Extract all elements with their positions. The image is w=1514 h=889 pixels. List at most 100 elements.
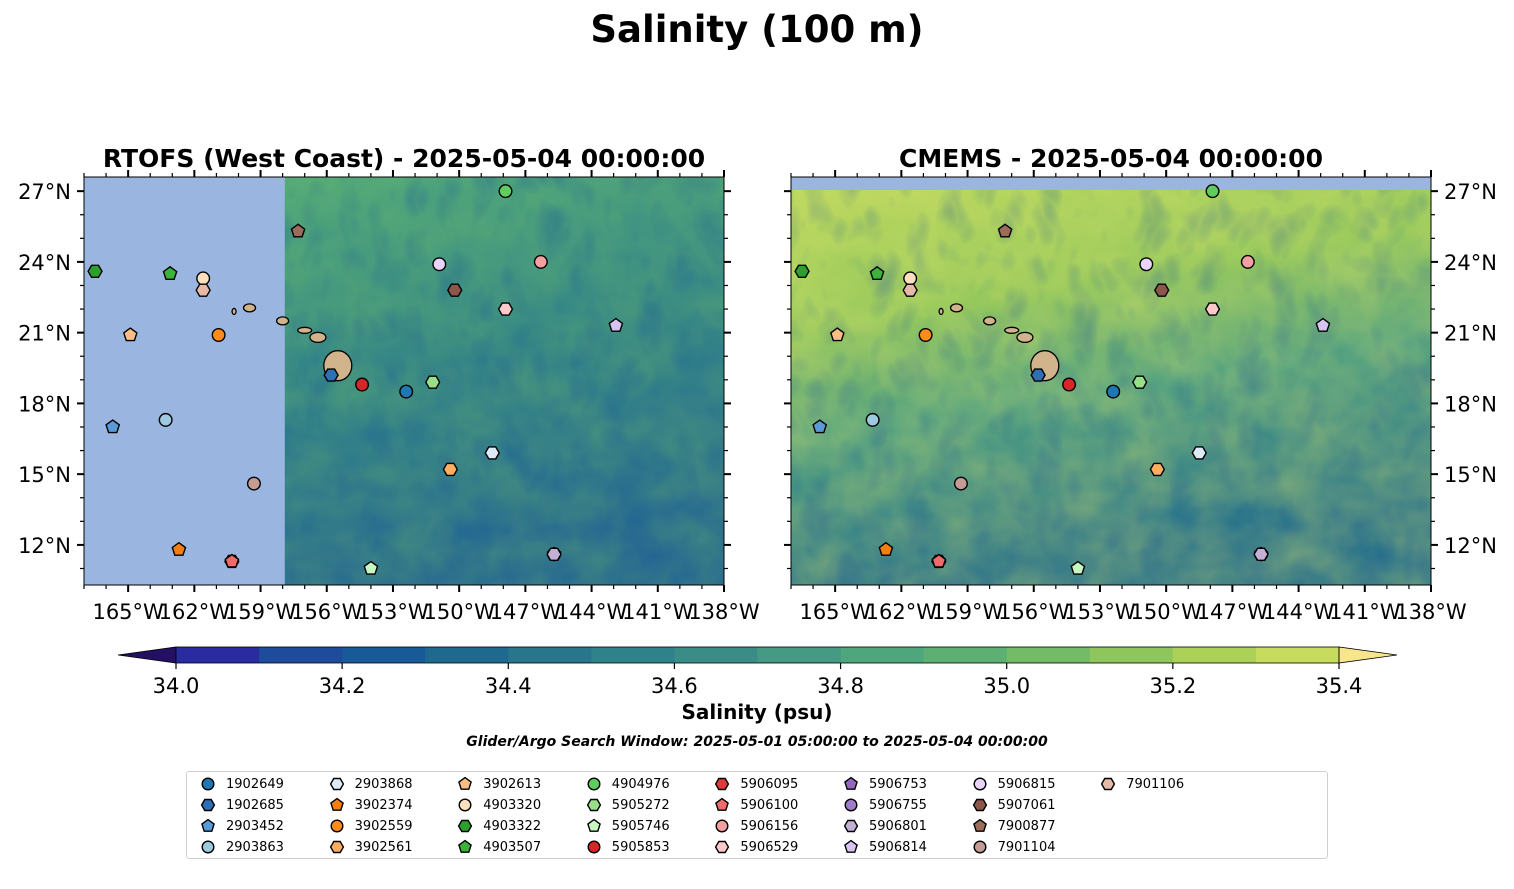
legend-marker bbox=[587, 777, 601, 791]
legend-marker-pentagon bbox=[458, 839, 473, 853]
x-tick-label: 153°W bbox=[357, 600, 429, 624]
map-frame bbox=[83, 176, 725, 586]
legend-marker bbox=[972, 818, 987, 832]
legend-marker bbox=[715, 797, 730, 811]
legend-marker bbox=[586, 818, 601, 832]
x-tick-label: 153°W bbox=[1064, 600, 1136, 624]
colorbar-bin bbox=[1006, 647, 1091, 663]
legend-marker-pentagon bbox=[329, 797, 344, 811]
float-marker-3902561 bbox=[1149, 462, 1166, 477]
rtofs-map-panel: RTOFS (West Coast) - 2025-05-04 00:00:00… bbox=[18, 144, 760, 624]
y-tick-label: 15°N bbox=[1444, 463, 1497, 487]
legend-label: 3902613 bbox=[483, 776, 542, 792]
legend-label: 5906100 bbox=[740, 797, 799, 813]
legend-item: 5905853 bbox=[586, 838, 670, 856]
float-marker-5906156 bbox=[533, 254, 548, 269]
legend-item: 2903868 bbox=[329, 775, 413, 793]
legend-marker-hexagon bbox=[329, 777, 344, 791]
legend-marker-hexagon bbox=[329, 840, 344, 854]
legend-marker-hexagon bbox=[715, 777, 730, 791]
float-marker-3902613 bbox=[122, 327, 138, 342]
legend-item: 4903320 bbox=[457, 796, 541, 814]
island-land bbox=[1004, 326, 1020, 334]
colorbar-bin bbox=[923, 647, 1008, 663]
legend-label: 7900877 bbox=[997, 818, 1056, 834]
legend-marker bbox=[973, 777, 987, 791]
island-land bbox=[949, 303, 964, 313]
x-tick-label: 156°W bbox=[291, 600, 363, 624]
legend-item: 2903863 bbox=[200, 838, 284, 856]
legend-label: 4904976 bbox=[611, 776, 670, 792]
legend-label: 2903452 bbox=[226, 818, 284, 834]
float-marker-5905272 bbox=[1131, 375, 1148, 389]
float-marker-5905746 bbox=[1070, 560, 1086, 575]
float-marker-5906156 bbox=[1240, 254, 1255, 269]
colorbar-bin bbox=[259, 647, 343, 663]
x-tick-label: 141°W bbox=[622, 600, 694, 624]
colorbar-bin bbox=[1089, 647, 1174, 663]
float-marker-3902374 bbox=[171, 541, 187, 556]
legend-item: 5905272 bbox=[586, 796, 670, 814]
island-land bbox=[938, 307, 944, 316]
legend-item: 5906156 bbox=[714, 817, 798, 835]
legend-item: 5906529 bbox=[714, 838, 798, 856]
y-tick-label: 18°N bbox=[1444, 392, 1497, 416]
panel-title: CMEMS - 2025-05-04 00:00:00 bbox=[899, 144, 1323, 173]
float-marker-5906801 bbox=[1253, 547, 1269, 561]
float-marker-4904976 bbox=[498, 184, 513, 199]
float-marker-4903320 bbox=[196, 271, 211, 286]
colorbar-bin bbox=[840, 647, 925, 663]
search-window-note: Glider/Argo Search Window: 2025-05-01 05… bbox=[466, 734, 1048, 750]
legend-marker-circle bbox=[201, 777, 215, 791]
legend-marker bbox=[844, 839, 858, 853]
legend-label: 5905746 bbox=[611, 818, 670, 834]
float-marker-5905853 bbox=[1062, 377, 1077, 392]
float-marker-5906815 bbox=[432, 257, 447, 272]
float-marker-5907061 bbox=[446, 283, 463, 297]
colorbar-bin bbox=[591, 647, 676, 663]
x-tick-label: 147°W bbox=[490, 600, 562, 624]
legend-marker-pentagon bbox=[844, 776, 858, 790]
legend-marker-hexagon bbox=[586, 798, 602, 812]
legend-marker bbox=[200, 798, 216, 812]
legend-marker-circle bbox=[973, 777, 987, 791]
y-tick-label: 15°N bbox=[18, 463, 71, 487]
colorbar-frame bbox=[175, 646, 1340, 664]
float-marker-3902559 bbox=[211, 328, 226, 343]
legend-item: 4904976 bbox=[586, 775, 670, 793]
y-tick-label: 12°N bbox=[1444, 534, 1497, 558]
legend-marker bbox=[201, 818, 215, 832]
float-marker-5906529 bbox=[497, 302, 514, 316]
x-tick-label: 159°W bbox=[225, 600, 297, 624]
legend-label: 5906156 bbox=[740, 818, 799, 834]
legend-marker bbox=[201, 840, 215, 854]
colorbar-bin bbox=[176, 647, 260, 663]
legend-label: 4903507 bbox=[483, 839, 542, 855]
legend-marker-pentagon bbox=[586, 818, 601, 832]
legend-marker bbox=[329, 797, 344, 811]
nodata-strip bbox=[791, 177, 1431, 190]
legend-label: 5906529 bbox=[740, 839, 799, 855]
legend-marker-pentagon bbox=[458, 776, 473, 790]
legend-item: 7901104 bbox=[972, 838, 1056, 856]
y-tick-label: 24°N bbox=[18, 251, 71, 275]
island-land bbox=[242, 303, 257, 313]
y-tick-label: 21°N bbox=[1444, 322, 1497, 346]
float-marker-2903452 bbox=[812, 419, 828, 434]
legend-marker bbox=[972, 798, 987, 812]
legend-marker-pentagon bbox=[844, 839, 858, 853]
float-marker-7900877 bbox=[997, 223, 1013, 238]
colorbar-tick-label: 34.4 bbox=[485, 674, 532, 698]
float-marker-2903452 bbox=[105, 419, 121, 434]
legend-marker-pentagon bbox=[972, 818, 987, 832]
legend-item: 5906753 bbox=[843, 775, 927, 793]
float-marker-5906815 bbox=[1139, 257, 1154, 272]
float-marker-5905853 bbox=[355, 377, 370, 392]
colorbar-bin bbox=[674, 647, 759, 663]
legend-label: 4903320 bbox=[483, 797, 542, 813]
legend-label: 3902559 bbox=[354, 818, 413, 834]
x-tick-label: 144°W bbox=[556, 600, 628, 624]
float-marker-5906100 bbox=[224, 553, 240, 568]
x-tick-label: 147°W bbox=[1197, 600, 1269, 624]
